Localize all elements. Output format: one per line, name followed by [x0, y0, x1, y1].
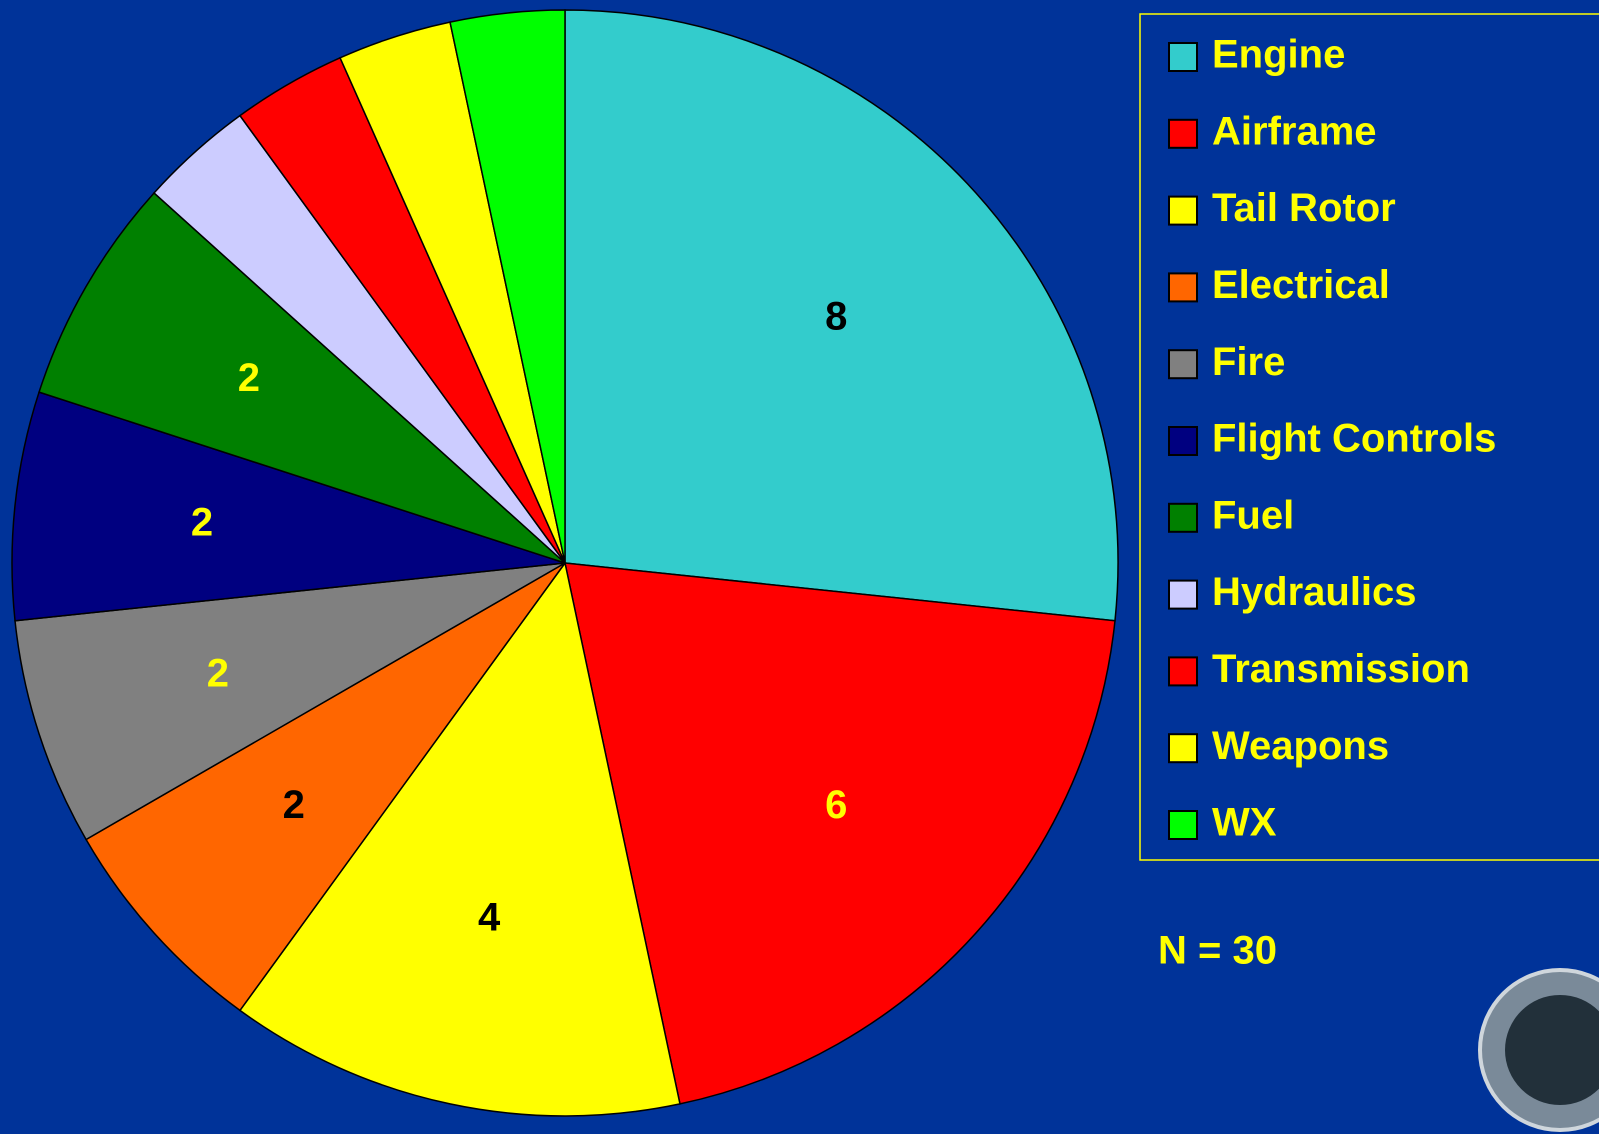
legend-label: Airframe — [1212, 109, 1377, 153]
legend-swatch — [1168, 195, 1198, 226]
legend-label: Fire — [1212, 340, 1285, 384]
legend-swatch — [1168, 733, 1198, 764]
legend-swatch — [1168, 810, 1198, 840]
legend-label: Electrical — [1212, 263, 1390, 307]
legend-label: Transmission — [1212, 647, 1470, 691]
pie-slice — [38, 191, 566, 564]
pie-slice — [14, 562, 566, 841]
pie-slice — [564, 9, 1119, 622]
pie-slice — [85, 562, 566, 1012]
pie-slice — [11, 391, 566, 622]
data-label: 2 — [283, 783, 305, 827]
legend-label: WX — [1212, 801, 1277, 845]
data-label: 2 — [207, 651, 229, 695]
data-label: 6 — [825, 783, 847, 827]
legend-swatch — [1168, 272, 1198, 303]
legend-label: Fuel — [1212, 493, 1294, 537]
pie-slice — [449, 9, 566, 564]
legend-swatch — [1168, 426, 1198, 456]
logo — [1478, 968, 1599, 1132]
data-label: 4 — [478, 896, 501, 940]
legend-swatch — [1168, 118, 1198, 149]
legend-swatch — [1168, 502, 1198, 533]
legend-label: Weapons — [1212, 724, 1389, 768]
pie-slice — [564, 562, 1116, 1105]
legend-label: Tail Rotor — [1212, 186, 1396, 230]
legend-swatch — [1168, 579, 1198, 610]
legend-label: Hydraulics — [1212, 570, 1417, 614]
legend-label: Engine — [1212, 33, 1345, 77]
data-label: 8 — [825, 294, 847, 338]
legend-swatch — [1168, 42, 1198, 72]
legend-label: Flight Controls — [1212, 417, 1496, 461]
legend-swatch — [1168, 349, 1198, 380]
pie-slice — [238, 561, 681, 1117]
data-label: 2 — [191, 500, 213, 544]
legend-swatch — [1168, 656, 1198, 687]
legend-box — [1139, 13, 1599, 861]
annotation: N = 30 — [1158, 929, 1277, 973]
data-label: 2 — [238, 356, 260, 400]
